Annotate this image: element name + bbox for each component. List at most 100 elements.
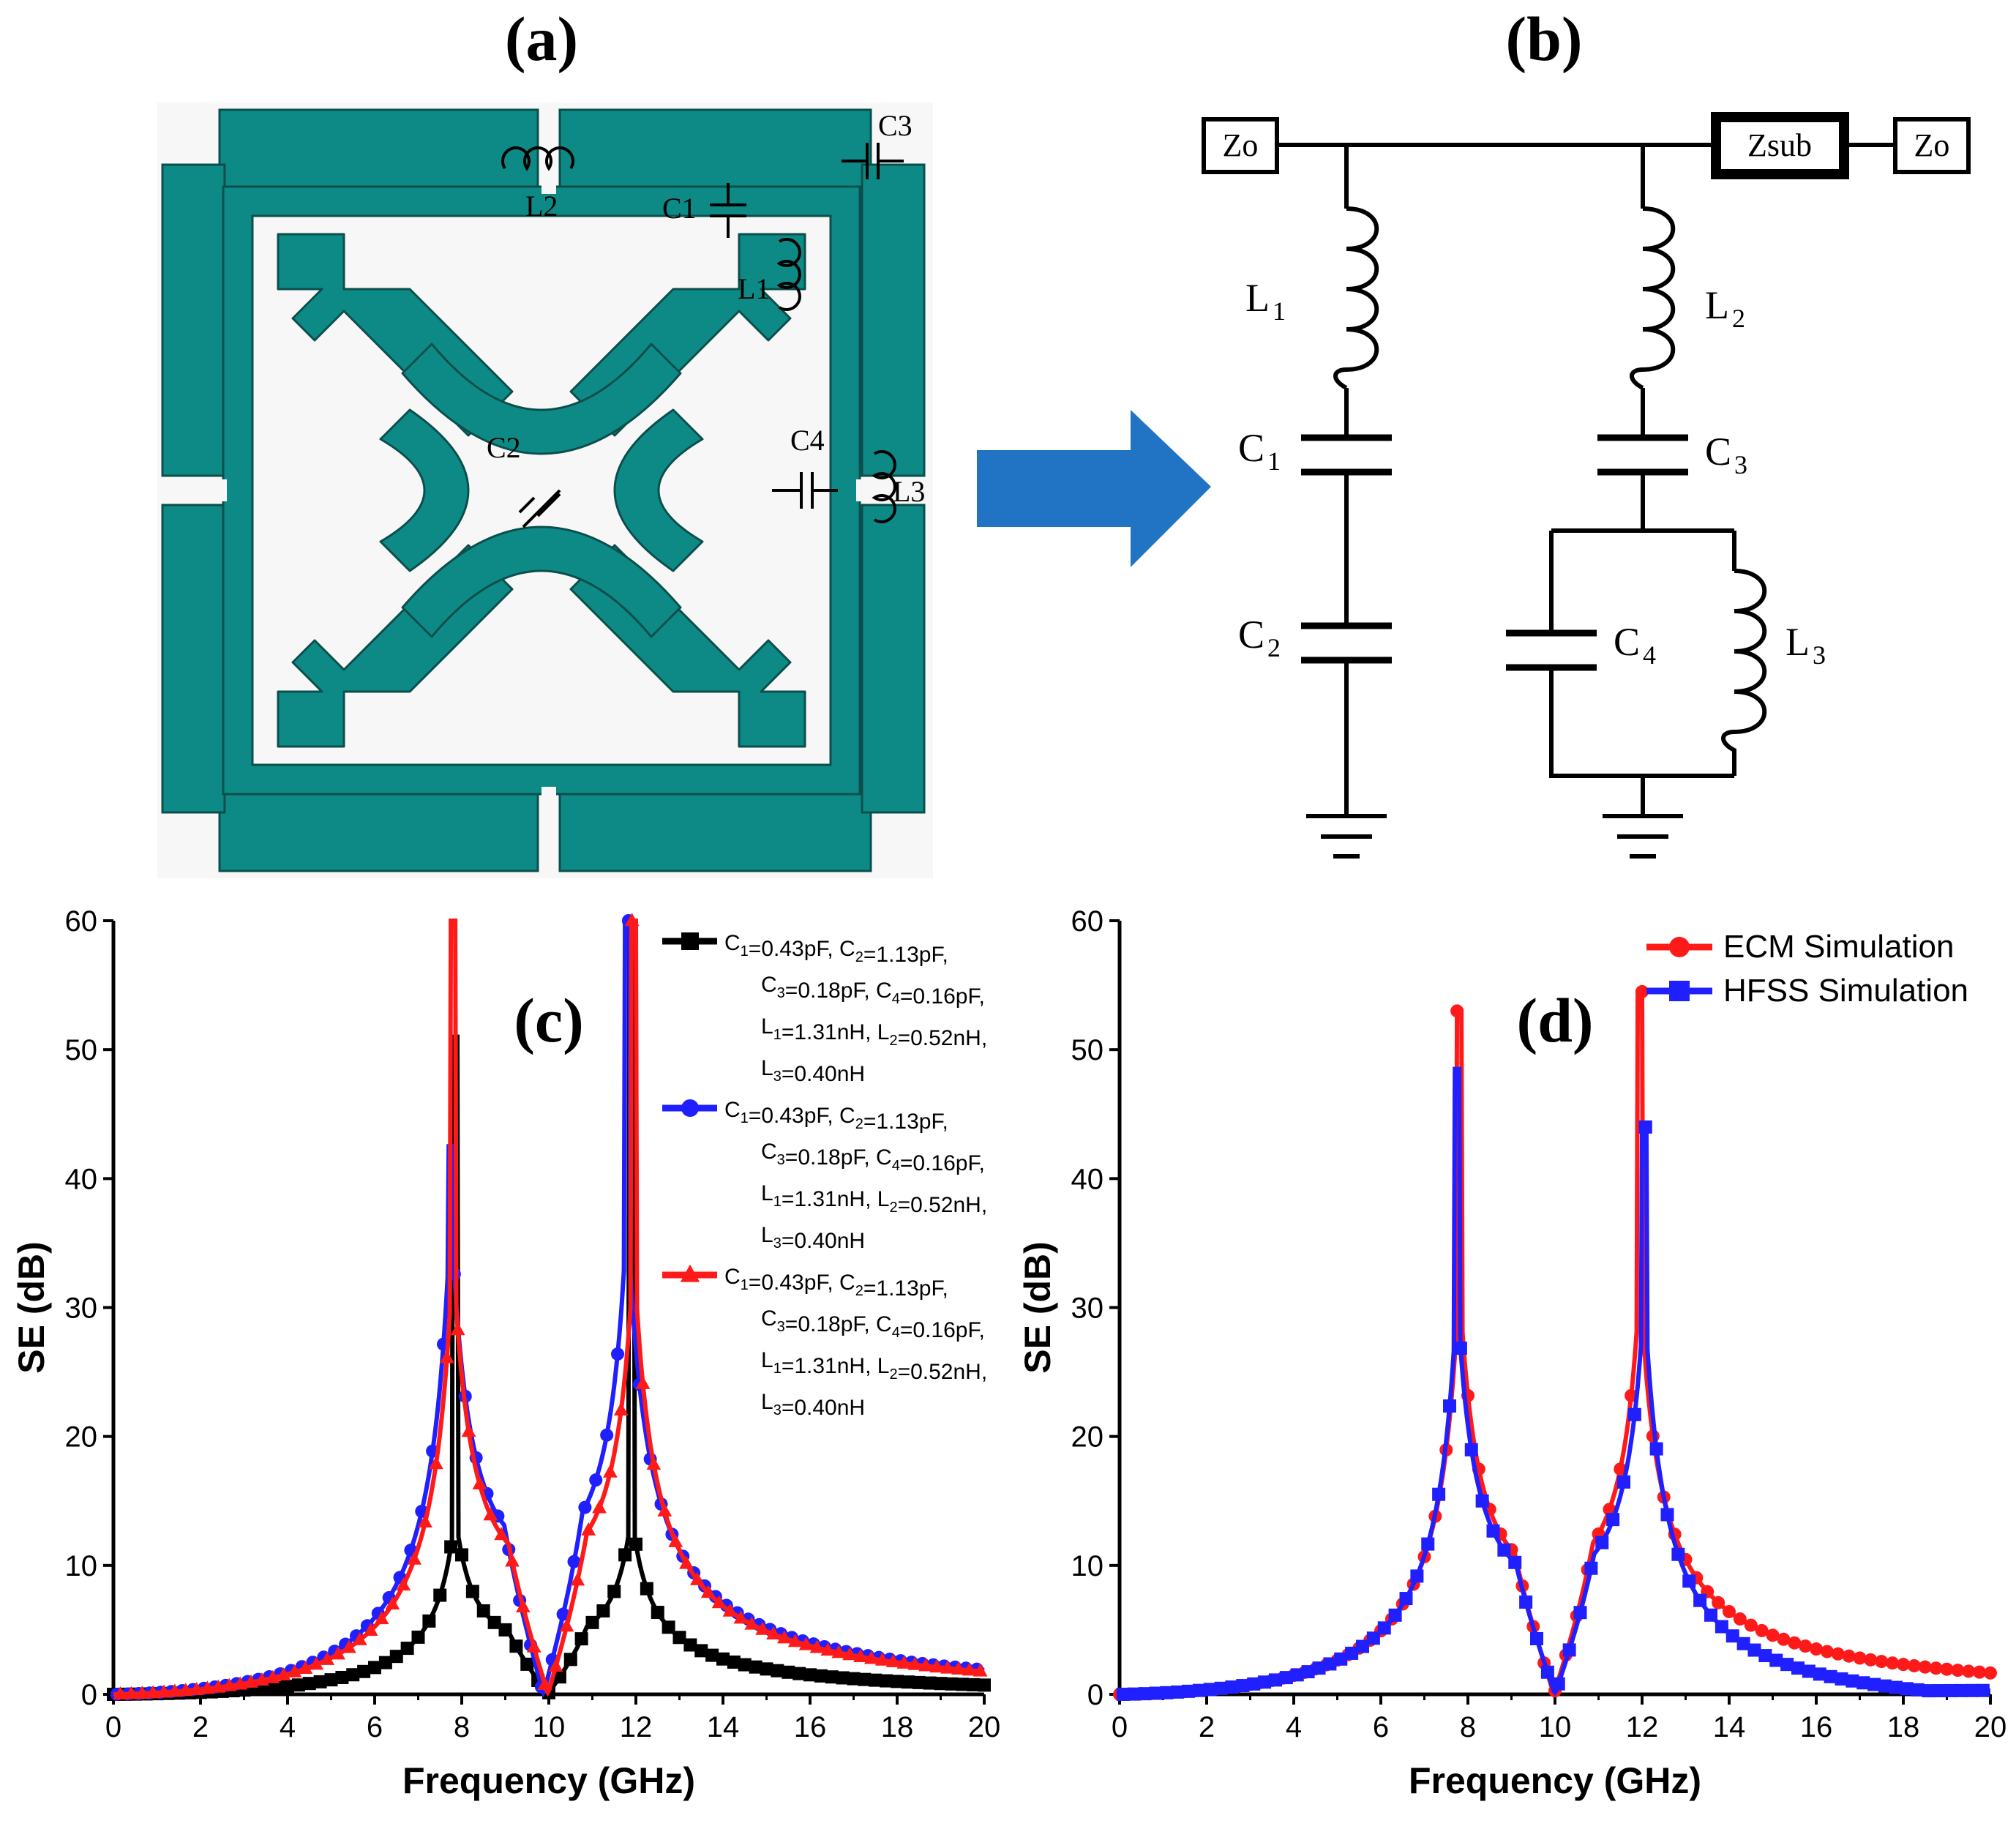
inductor-l2-symbol <box>501 146 574 171</box>
data-point <box>1497 1543 1511 1557</box>
data-point <box>559 1618 574 1632</box>
data-point <box>1769 1653 1783 1667</box>
data-point <box>233 1676 248 1690</box>
outer-frame-bottom-right <box>558 789 872 872</box>
data-point <box>363 1622 378 1636</box>
y-tick-label: 10 <box>65 1550 98 1582</box>
data-point <box>700 1585 716 1598</box>
legend-subscript: 2 <box>855 949 863 965</box>
label-l2: L2 <box>525 190 558 222</box>
data-point <box>923 1676 937 1690</box>
legend-text: C3=0.18pF, C4=0.16pF, <box>761 1306 985 1342</box>
data-point <box>1824 1669 1837 1683</box>
data-point <box>934 1677 948 1691</box>
data-point <box>254 1672 269 1686</box>
legend-run: L <box>761 1181 773 1205</box>
data-point <box>1486 1524 1500 1538</box>
data-point <box>509 1639 523 1653</box>
data-point <box>1432 1487 1446 1501</box>
data-point <box>1791 1661 1805 1675</box>
legend-run: =1.13pF, <box>863 943 948 967</box>
data-point <box>515 1598 531 1612</box>
data-point <box>907 1656 923 1670</box>
data-point <box>1951 1664 1965 1677</box>
data-point <box>309 1656 324 1670</box>
data-point <box>1551 1677 1565 1691</box>
data-point <box>1171 1685 1185 1699</box>
data-point <box>211 1679 226 1693</box>
data-point <box>1312 1661 1326 1675</box>
data-point <box>1508 1555 1522 1569</box>
data-point <box>200 1680 215 1694</box>
data-point <box>265 1669 280 1683</box>
data-point <box>1736 1637 1750 1650</box>
data-point <box>1669 937 1690 957</box>
data-point <box>1290 1668 1304 1682</box>
data-point <box>589 1473 603 1487</box>
x-tick-label: 18 <box>1887 1711 1920 1743</box>
legend-run: =0.43pF, C <box>749 1271 855 1295</box>
data-point <box>167 1683 182 1697</box>
inductor-l3-symbol <box>872 450 896 523</box>
data-point <box>1421 1537 1435 1551</box>
data-point <box>1835 1672 1848 1686</box>
data-point <box>711 1595 727 1609</box>
legend-subscript: 2 <box>855 1116 863 1132</box>
inductor-l3 <box>1721 569 1767 776</box>
data-point <box>978 1678 991 1692</box>
data-point <box>461 1424 476 1437</box>
data-point <box>1766 1628 1780 1642</box>
data-point <box>1660 1508 1674 1522</box>
data-point <box>874 1652 890 1666</box>
legend-subscript: 4 <box>892 1158 900 1174</box>
legend-text: ECM Simulation <box>1723 929 1954 965</box>
data-point <box>526 1639 542 1653</box>
legend-run: =1.31nH, L <box>782 1020 890 1044</box>
data-point <box>1149 1686 1163 1700</box>
data-point <box>581 1522 596 1536</box>
data-point <box>374 1611 389 1625</box>
data-point <box>276 1667 291 1681</box>
ground-1 <box>1306 814 1387 859</box>
data-point <box>782 1665 795 1679</box>
data-point <box>766 1626 781 1639</box>
data-point <box>1842 1649 1856 1663</box>
legend-text: L3=0.40nH <box>761 1056 865 1086</box>
data-point <box>346 1668 360 1682</box>
capacitor-c4-symbol <box>772 472 838 509</box>
series-line <box>1120 1066 1990 1697</box>
legend-run: =0.16pF, <box>900 1318 985 1342</box>
arc-left <box>379 408 470 572</box>
data-point <box>842 1647 858 1661</box>
data-point <box>635 1375 651 1389</box>
data-point <box>1799 1639 1813 1653</box>
data-point <box>352 1631 367 1645</box>
gap-bottom <box>542 787 556 878</box>
data-point <box>929 1659 945 1673</box>
capacitor-c2-symbol <box>518 489 561 528</box>
data-point <box>1922 1684 1936 1698</box>
data-point <box>368 1661 381 1675</box>
panel-b-label: (b) <box>1505 4 1582 74</box>
label-c4: C4 <box>790 424 825 457</box>
panel-a-label: (a) <box>505 4 578 74</box>
y-tick-label: 40 <box>1071 1163 1104 1195</box>
data-point <box>1712 1596 1725 1609</box>
data-point <box>945 1677 959 1691</box>
data-point <box>733 1610 749 1624</box>
legend-text: C3=0.18pF, C4=0.16pF, <box>761 1140 985 1175</box>
data-point <box>629 1537 642 1551</box>
data-point <box>1453 1342 1467 1355</box>
y-tick-label: 60 <box>1071 905 1104 938</box>
parallel-tank-frame <box>1549 528 1736 778</box>
data-point <box>476 1604 490 1617</box>
x-tick-label: 6 <box>1373 1711 1389 1743</box>
arc-top <box>401 343 682 455</box>
data-point <box>428 1456 443 1470</box>
legend-subscript: 1 <box>741 1110 749 1126</box>
data-point <box>912 1675 926 1689</box>
data-point <box>1334 1652 1348 1666</box>
data-point <box>157 1684 171 1698</box>
data-point <box>487 1615 501 1629</box>
